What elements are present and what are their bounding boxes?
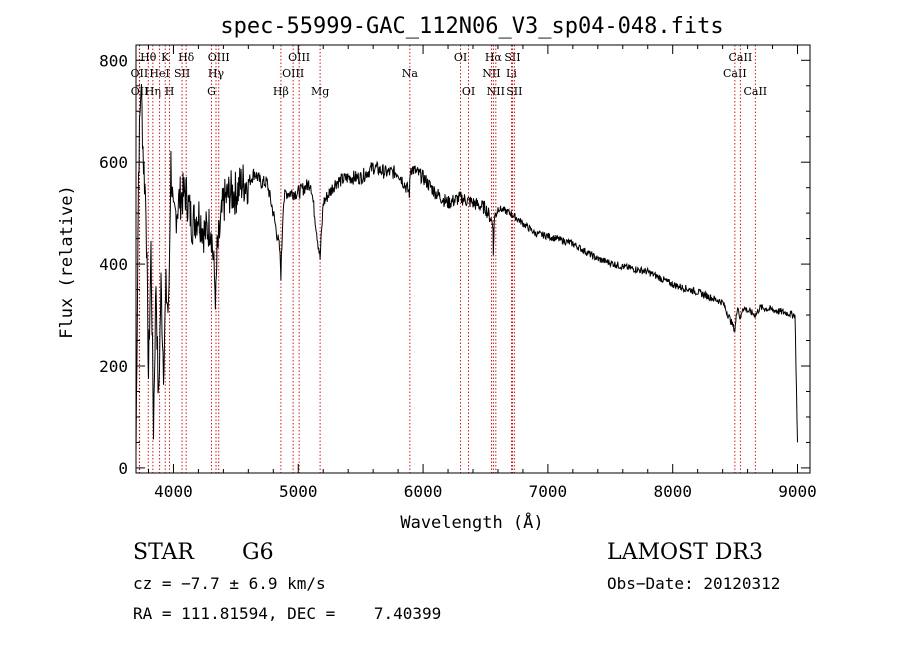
x-tick-label: 7000 [529,482,568,501]
x-tick-label: 9000 [778,482,817,501]
line-label: K [161,51,170,64]
spectral-line-markers: OIIOIIHθHηHeIKHSIIHδHγGOIIIHβOIIIOIIIMgN… [131,45,767,473]
plot-frame [135,44,811,474]
line-label: OI [462,85,475,98]
line-label: Hη [145,85,161,98]
line-label: SII [174,67,190,80]
line-label: H [165,85,175,98]
line-label: G [207,85,216,98]
y-tick-label: 600 [99,153,128,172]
redshift-text: cz = −7.7 ± 6.9 km/s [133,574,326,593]
line-label: Hα [485,51,503,64]
line-label: OII [131,85,149,98]
line-label: OIII [288,51,310,64]
spectrum-chart: spec-55999-GAC_112N06_V3_sp04-048.fits O… [57,14,817,533]
line-label: HeI [149,67,169,80]
object-class: STAR [133,540,194,565]
line-label: CaII [723,67,747,80]
line-label: NII [487,85,505,98]
x-tick-label: 8000 [653,482,692,501]
survey-name: LAMOST DR3 [607,540,763,565]
line-label: NII [482,67,500,80]
y-tick-label: 400 [99,255,128,274]
y-tick-label: 200 [99,357,128,376]
obs-date: Obs−Date: 20120312 [607,574,781,593]
line-label: Hδ [178,51,195,64]
line-label: SII [504,51,520,64]
line-label: Li [506,67,517,80]
x-axis-label: Wavelength (Å) [400,511,543,533]
y-axis-label: Flux (relative) [57,185,77,339]
line-label: Hβ [273,85,289,98]
line-label: OIII [282,67,304,80]
x-tick-label: 6000 [404,482,443,501]
line-label: OIII [208,51,230,64]
line-label: Hγ [208,67,225,80]
coordinates: RA = 111.81594, DEC = 7.40399 [133,604,442,623]
axis-ticks: 4000 5000 6000 7000 8000 9000 0 200 400 600 800 [99,45,817,501]
x-tick-label: 4000 [154,482,193,501]
x-tick-label: 5000 [279,482,318,501]
line-label: Hθ [140,51,157,64]
line-label: CaII [743,85,767,98]
line-label: SII [506,85,522,98]
line-label: OI [454,51,467,64]
y-tick-label: 0 [118,459,128,478]
line-label: CaII [729,51,753,64]
subclass: G6 [242,540,274,565]
line-label: Na [402,67,419,80]
spectrum-line [135,84,798,454]
line-label: Mg [311,85,329,98]
y-tick-label: 800 [99,51,128,70]
chart-title: spec-55999-GAC_112N06_V3_sp04-048.fits [220,14,723,39]
